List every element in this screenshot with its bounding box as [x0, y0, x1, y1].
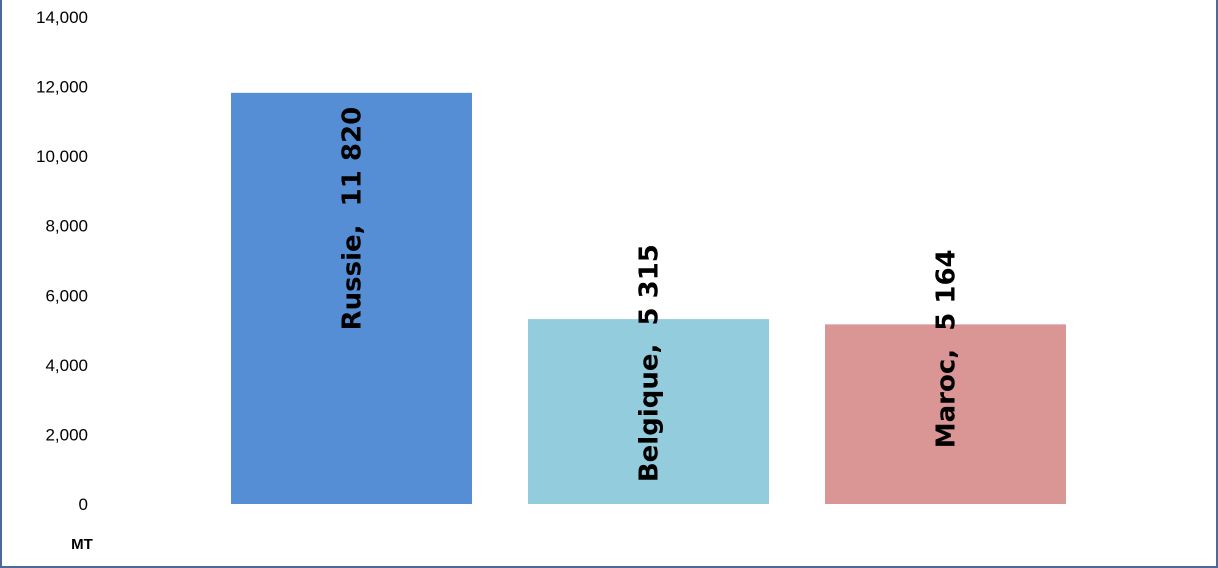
y-axis-unit-label: MT [71, 536, 93, 553]
y-tick-label: 12,000 [36, 78, 88, 97]
data-labels: Russie, 11 820 Belgique, 5 315 Maroc, 5 16… [338, 107, 962, 482]
y-axis: 0 2,000 4,000 6,000 8,000 10,000 12,000 14,000 [36, 8, 88, 514]
y-tick-label: 4,000 [45, 356, 88, 375]
y-tick-label: 2,000 [45, 425, 88, 444]
bar-russie [231, 92, 472, 504]
data-label-belgique: Belgique, 5 315 [635, 244, 665, 482]
data-label-russie: Russie, 11 820 [338, 107, 368, 331]
data-label-maroc: Maroc, 5 164 [932, 249, 962, 448]
y-tick-label: 0 [79, 495, 88, 514]
bar-belgique [528, 319, 769, 504]
y-tick-label: 14,000 [36, 8, 88, 27]
y-tick-label: 10,000 [36, 147, 88, 166]
y-tick-label: 6,000 [45, 286, 88, 305]
bar-maroc [825, 324, 1066, 504]
bars [231, 92, 1066, 504]
y-tick-label: 8,000 [45, 217, 88, 236]
